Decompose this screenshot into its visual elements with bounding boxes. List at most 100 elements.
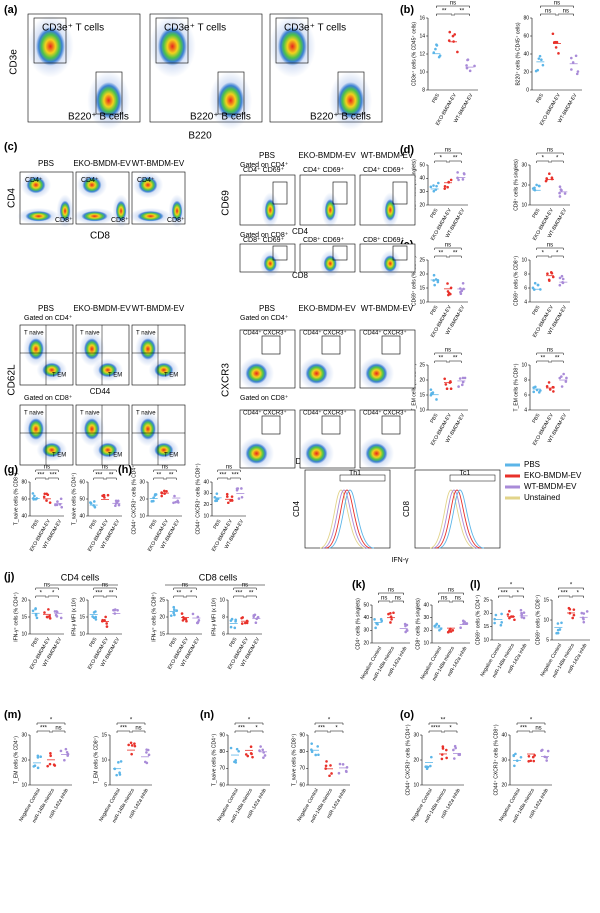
dot <box>392 611 395 615</box>
dot <box>531 755 535 759</box>
flow-density <box>217 82 245 119</box>
y-tick-label: 10 <box>483 637 489 643</box>
dot <box>387 612 390 616</box>
y-axis-label: T_naive cells (% CD4⁺) <box>71 472 77 525</box>
dot <box>434 47 437 51</box>
sig-label: * <box>248 718 251 724</box>
gate-label: CD8⁺ <box>167 217 185 224</box>
dot <box>576 70 580 73</box>
flow-density <box>337 82 365 119</box>
axis-label: CD4 <box>7 188 18 208</box>
dot <box>93 500 96 503</box>
sig-label: ns <box>445 148 451 154</box>
sig-label: *** <box>219 473 227 479</box>
dot <box>570 68 573 71</box>
dot <box>31 609 35 613</box>
y-tick-label: 6 <box>222 631 225 637</box>
gate-note: Gated on CD4⁺ <box>24 315 73 322</box>
dot <box>582 620 586 624</box>
dot <box>557 52 560 55</box>
sig-label: ns <box>55 726 61 732</box>
dot <box>527 754 531 758</box>
y-tick-label: 90 <box>219 732 225 738</box>
dot <box>330 772 333 775</box>
panel-label: (l) <box>470 579 481 591</box>
dot <box>127 743 130 747</box>
y-tick-label: 70 <box>219 766 225 772</box>
flow-density <box>365 363 388 384</box>
dot <box>461 178 465 181</box>
y-tick-label: 10 <box>203 513 209 519</box>
axis-label: CD8 <box>402 500 411 517</box>
gate-label: B220⁺ B cells <box>310 112 371 123</box>
panel-label: (k) <box>352 579 366 591</box>
dot <box>374 626 377 630</box>
sig-bracket <box>116 722 146 725</box>
y-tick-label: 10 <box>423 640 429 646</box>
dot <box>89 501 92 504</box>
legend-label: PBS <box>524 460 540 469</box>
dot <box>429 185 433 189</box>
dot <box>513 764 516 768</box>
sig-bracket <box>93 595 105 598</box>
gate-note: Gated on CD8⁺ <box>240 232 289 239</box>
dot <box>240 495 244 499</box>
sig-label: ns <box>242 583 248 589</box>
sig-bracket <box>428 730 443 733</box>
dot <box>32 765 36 768</box>
sig-bracket <box>35 595 47 598</box>
dot <box>45 499 48 502</box>
gate <box>217 71 245 115</box>
dot <box>556 631 560 635</box>
dot <box>249 745 253 749</box>
y-tick-label: 30 <box>363 628 369 634</box>
dot <box>445 756 448 760</box>
y-tick-label: 10 <box>521 257 527 263</box>
dot <box>229 499 232 502</box>
dot <box>568 608 572 611</box>
dot <box>582 612 586 615</box>
y-axis-label: T_EM cells (% CD8⁺) <box>513 363 519 411</box>
dot <box>250 752 253 756</box>
dot <box>173 613 176 617</box>
dot <box>468 69 472 73</box>
dot <box>449 380 452 383</box>
sig-bracket <box>105 477 117 480</box>
y-tick-label: 14 <box>419 33 425 39</box>
y-tick-label: 20 <box>139 496 145 502</box>
dot <box>473 64 476 68</box>
dot <box>172 605 176 609</box>
y-axis-label: T_EM cells (% CD8⁺) <box>93 736 99 784</box>
dot <box>144 760 147 764</box>
flow-density <box>82 176 102 194</box>
group-label: PBS <box>259 151 275 160</box>
dot <box>457 753 461 757</box>
dot <box>147 753 151 757</box>
dot <box>558 376 562 380</box>
histogram-curve <box>328 489 375 549</box>
sig-bracket <box>185 595 197 598</box>
sig-label: ** <box>156 473 161 479</box>
sig-bracket <box>229 477 241 480</box>
dot <box>432 51 436 54</box>
dot <box>390 617 393 621</box>
dot <box>432 273 436 277</box>
group-label: WT-BMDM-EV <box>361 151 414 160</box>
dot <box>240 616 243 620</box>
sig-label: *** <box>50 473 58 479</box>
gate-label: CD3e⁺ T cells <box>284 23 346 34</box>
dot <box>537 57 541 60</box>
dot <box>52 763 56 766</box>
y-tick-label: 60 <box>299 782 305 788</box>
dot <box>215 497 218 501</box>
gate-label: CD4⁺ CD69⁺ <box>363 167 405 174</box>
dot <box>449 387 453 391</box>
y-tick-label: 60 <box>219 782 225 788</box>
dot <box>245 621 249 625</box>
legend-label: Unstained <box>524 493 560 502</box>
sig-label: ** <box>459 9 464 15</box>
y-tick-label: 30 <box>423 615 429 621</box>
dot <box>447 293 450 297</box>
dot <box>42 495 46 499</box>
group-label: EKO-BMDM-EV <box>73 159 131 168</box>
